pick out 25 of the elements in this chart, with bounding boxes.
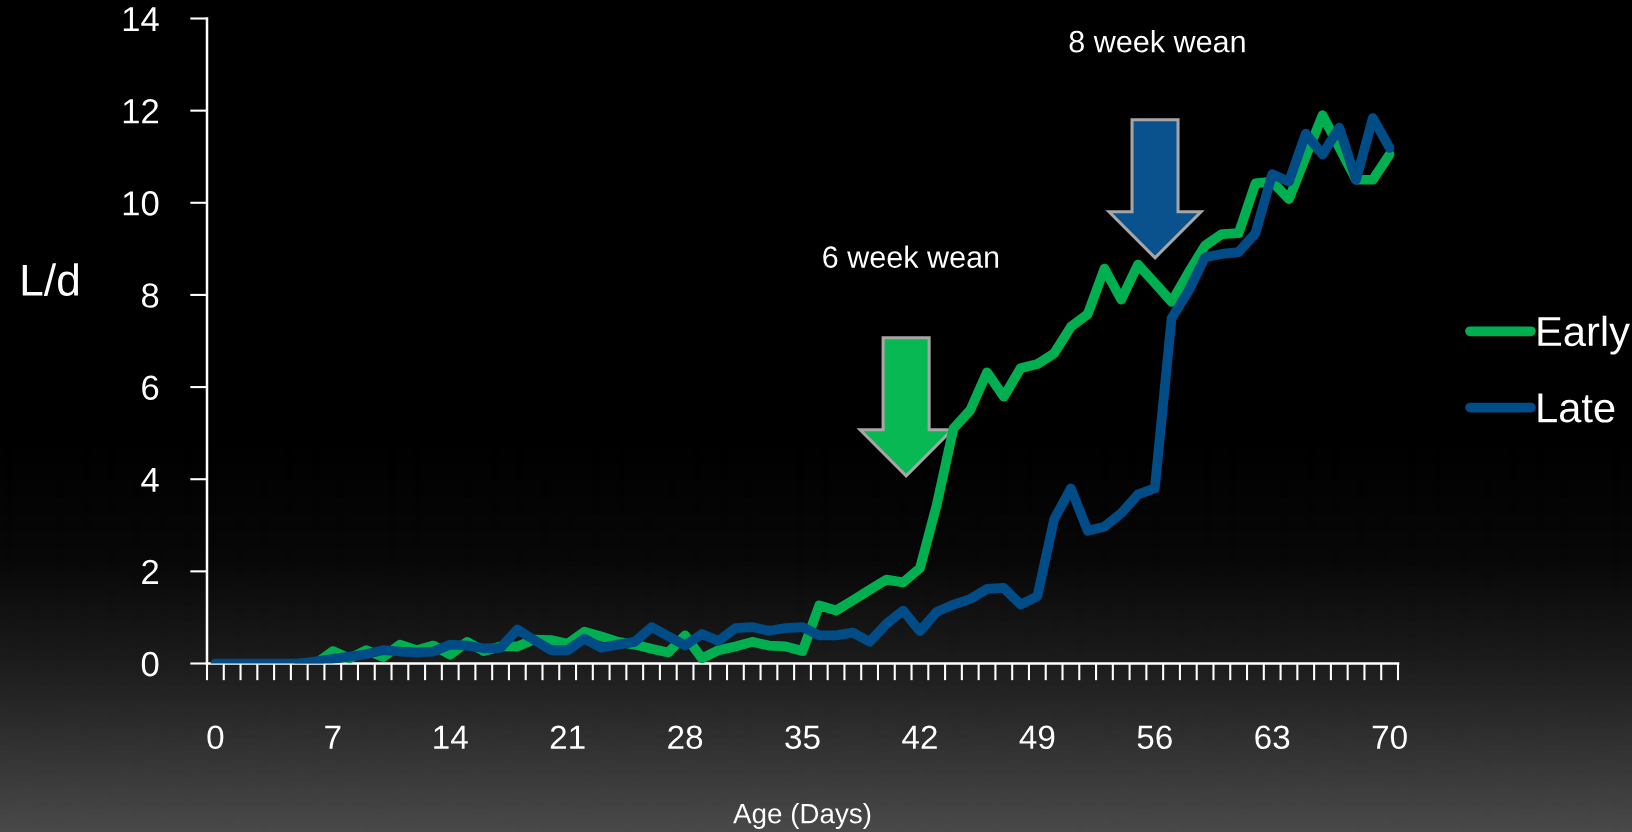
- x-axis-title: Age (Days): [733, 803, 871, 829]
- y-axis-title: L/d: [22, 263, 79, 296]
- x-tick-label: 21: [550, 725, 585, 749]
- y-tick-label: 8: [141, 283, 159, 308]
- x-tick-label: 14: [434, 725, 468, 749]
- y-tick-label: 4: [141, 467, 159, 492]
- x-tick-label: 42: [902, 725, 937, 749]
- x-tick-label: 0: [207, 725, 224, 750]
- legend-label: Late: [1538, 393, 1615, 423]
- x-tick-label: 49: [1019, 725, 1055, 750]
- legend-label: Early: [1538, 315, 1630, 355]
- x-tick-label: 70: [1372, 725, 1407, 750]
- annotation: 8 week wean: [1069, 30, 1245, 53]
- annotation: 6 week wean: [823, 245, 999, 268]
- y-tick-label: 12: [123, 98, 159, 124]
- y-tick-label: 0: [141, 651, 159, 677]
- y-tick-label: 10: [123, 191, 159, 216]
- y-tick-label: 14: [123, 7, 159, 32]
- y-tick-label: 2: [142, 559, 159, 584]
- y-tick-label: 6: [142, 375, 159, 400]
- x-tick-label: 56: [1137, 725, 1172, 750]
- x-tick-label: 7: [325, 725, 341, 749]
- x-tick-label: 28: [668, 725, 703, 750]
- x-tick-label: 35: [785, 725, 820, 750]
- x-tick-label: 63: [1255, 725, 1290, 750]
